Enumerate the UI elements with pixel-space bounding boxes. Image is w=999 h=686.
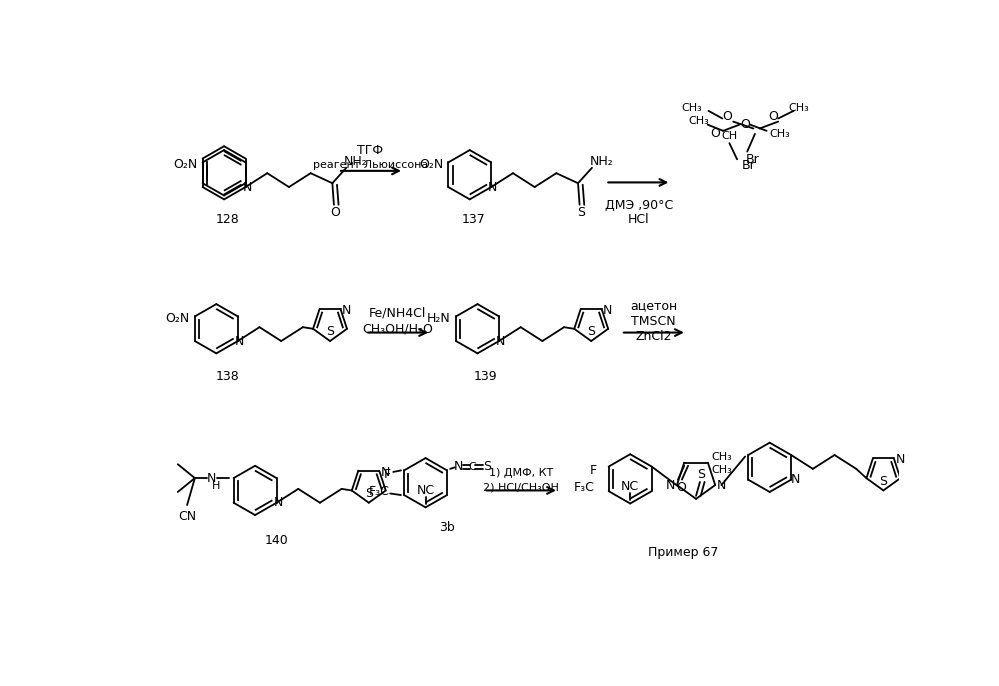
Text: NH₂: NH₂	[589, 155, 613, 168]
Text: F₃C: F₃C	[369, 485, 390, 497]
Text: 138: 138	[216, 370, 240, 383]
Text: 139: 139	[474, 370, 498, 383]
Text: O: O	[331, 206, 341, 219]
Text: CH₃: CH₃	[769, 129, 790, 139]
Text: ТГФ: ТГФ	[358, 143, 384, 156]
Text: N: N	[342, 304, 352, 317]
Text: F: F	[589, 464, 596, 477]
Text: 140: 140	[265, 534, 289, 547]
Text: CN: CN	[178, 510, 196, 523]
Text: ДМЭ ,90°С: ДМЭ ,90°С	[604, 199, 672, 212]
Text: CH₃: CH₃	[681, 103, 702, 113]
Text: S: S	[577, 206, 585, 219]
Text: 137: 137	[462, 213, 486, 226]
Text: NH₂: NH₂	[344, 155, 368, 168]
Text: O: O	[740, 118, 750, 131]
Text: 3b: 3b	[440, 521, 456, 534]
Text: NC: NC	[417, 484, 435, 497]
Text: CH₃: CH₃	[711, 465, 732, 475]
Text: CH₃: CH₃	[711, 451, 732, 462]
Text: N: N	[274, 496, 283, 509]
Text: CH₃: CH₃	[789, 103, 809, 113]
Text: ацетон: ацетон	[629, 299, 677, 312]
Text: N: N	[454, 460, 464, 473]
Text: N: N	[716, 479, 726, 492]
Text: S: S	[484, 460, 492, 473]
Text: 2) HCl/CH₃OH: 2) HCl/CH₃OH	[483, 482, 558, 493]
Text: N: N	[496, 335, 505, 348]
Text: Пример 67: Пример 67	[647, 545, 718, 558]
Text: N: N	[235, 335, 244, 348]
Text: 1) ДМФ, КТ: 1) ДМФ, КТ	[489, 469, 553, 479]
Text: O: O	[676, 481, 686, 494]
Text: O₂N: O₂N	[174, 158, 198, 172]
Text: S: S	[697, 468, 705, 481]
Text: N: N	[790, 473, 800, 486]
Text: CH₃OH/H₂O: CH₃OH/H₂O	[363, 322, 434, 335]
Text: NC: NC	[621, 480, 639, 493]
Text: Br: Br	[742, 159, 755, 172]
Text: ZnCl2: ZnCl2	[635, 330, 671, 343]
Text: H₂N: H₂N	[428, 312, 451, 325]
Text: N: N	[243, 180, 252, 193]
Text: S: S	[365, 487, 373, 500]
Text: F: F	[384, 468, 391, 481]
Text: S: S	[879, 475, 887, 488]
Text: O: O	[768, 110, 778, 123]
Text: 128: 128	[216, 213, 240, 226]
Text: S: S	[587, 325, 595, 338]
Text: N: N	[381, 466, 391, 479]
Text: N: N	[489, 180, 498, 193]
Text: N: N	[603, 304, 612, 317]
Text: N: N	[666, 479, 675, 492]
Text: N: N	[207, 471, 217, 484]
Text: Br: Br	[745, 153, 759, 166]
Text: TMSCN: TMSCN	[631, 314, 675, 327]
Text: O₂N: O₂N	[420, 158, 444, 172]
Text: C: C	[468, 462, 476, 471]
Text: CH: CH	[721, 131, 737, 141]
Text: реагент Льюиссона: реагент Льюиссона	[313, 161, 429, 171]
Text: H: H	[213, 481, 221, 490]
Text: CH₃: CH₃	[688, 116, 708, 126]
Text: O: O	[722, 110, 732, 123]
Text: O: O	[710, 128, 720, 141]
Text: N: N	[895, 453, 905, 466]
Text: S: S	[326, 325, 334, 338]
Text: HCl: HCl	[628, 213, 649, 226]
Text: O₂N: O₂N	[166, 312, 190, 325]
Text: Fe/NH4Cl: Fe/NH4Cl	[369, 307, 427, 320]
Text: F₃C: F₃C	[573, 481, 594, 494]
